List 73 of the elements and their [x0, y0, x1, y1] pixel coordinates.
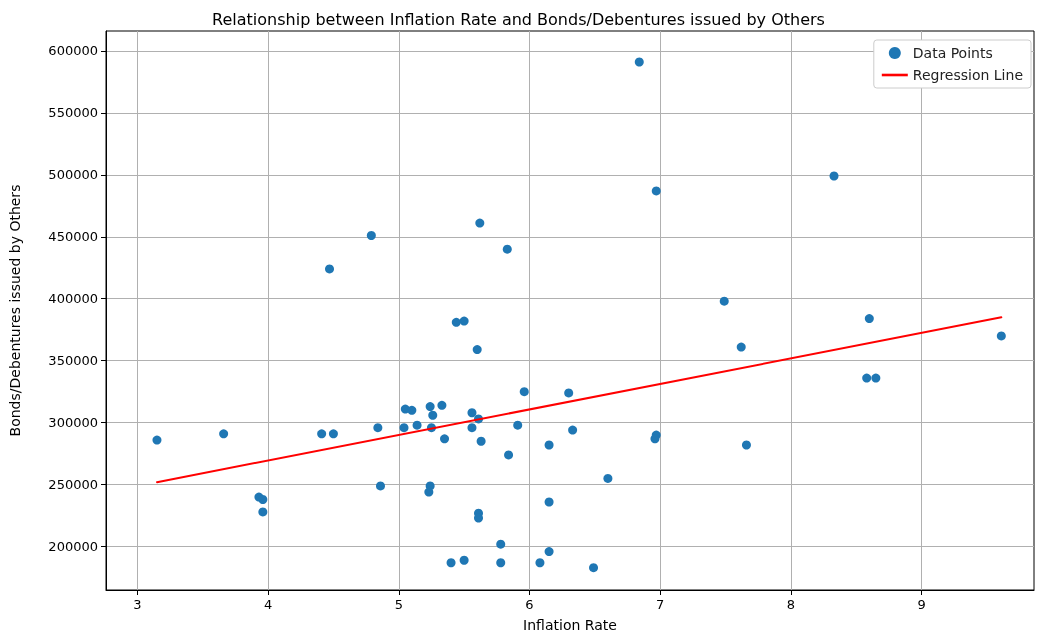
point	[996, 331, 1006, 341]
point	[544, 497, 554, 507]
point	[513, 420, 523, 430]
point	[451, 317, 461, 327]
point	[736, 342, 746, 352]
y-axis-title: Bonds/Debentures issued by Others	[7, 184, 23, 437]
point	[589, 563, 599, 573]
x-axis-title: Inflation Rate	[523, 617, 617, 633]
y-tick-label: 250000	[48, 477, 98, 493]
y-tick-label: 600000	[48, 43, 98, 59]
point	[504, 450, 514, 460]
point	[366, 231, 376, 241]
point	[459, 555, 469, 565]
point	[373, 423, 383, 433]
point	[258, 495, 268, 505]
point	[428, 410, 438, 420]
point	[399, 423, 409, 433]
x-tick-label: 8	[786, 597, 796, 612]
point	[425, 402, 435, 412]
y-tick-label: 500000	[48, 167, 98, 183]
legend-label: Regression Line	[912, 67, 1023, 83]
point	[437, 400, 447, 410]
point	[407, 405, 417, 415]
point	[325, 264, 334, 274]
point	[459, 316, 469, 326]
point	[467, 408, 477, 418]
point	[862, 373, 872, 383]
x-tick-label: 5	[394, 597, 403, 612]
point	[472, 345, 482, 355]
point	[219, 429, 229, 439]
y-tick-label: 550000	[48, 105, 98, 121]
y-tick-label: 300000	[48, 415, 98, 431]
x-tick-label: 9	[917, 597, 926, 612]
point	[829, 171, 839, 181]
point	[502, 244, 512, 254]
point	[544, 440, 554, 450]
chart-title: Relationship between Inflation Rate and Bonds/Debentures issued by Others	[212, 9, 825, 29]
point	[568, 425, 578, 435]
point	[496, 539, 506, 549]
point	[440, 434, 450, 444]
point	[375, 481, 385, 491]
point	[412, 420, 422, 430]
point	[544, 547, 554, 557]
y-tick-label: 400000	[48, 291, 98, 307]
x-tick-label: 6	[525, 597, 534, 612]
point	[424, 487, 434, 497]
point	[871, 373, 881, 383]
x-tick-label: 7	[656, 597, 665, 612]
x-tick-label: 4	[263, 597, 273, 612]
x-tick-label: 3	[133, 597, 142, 612]
point	[535, 558, 545, 568]
y-tick-label: 200000	[48, 539, 98, 555]
point	[864, 314, 874, 324]
point	[651, 186, 661, 196]
point	[476, 436, 486, 446]
point	[328, 429, 338, 439]
point	[741, 440, 751, 450]
point	[475, 218, 485, 228]
point	[519, 387, 529, 397]
point	[152, 435, 162, 445]
point	[719, 296, 729, 306]
point	[467, 423, 477, 433]
point	[650, 434, 660, 444]
point	[496, 558, 506, 568]
point	[564, 388, 574, 398]
point	[258, 507, 268, 517]
legend-label: Data Points	[912, 45, 993, 61]
point	[634, 57, 644, 67]
y-tick-label: 350000	[48, 353, 98, 369]
y-tick-label: 450000	[48, 229, 98, 245]
point	[317, 429, 327, 439]
point	[603, 473, 613, 483]
point	[446, 558, 456, 568]
